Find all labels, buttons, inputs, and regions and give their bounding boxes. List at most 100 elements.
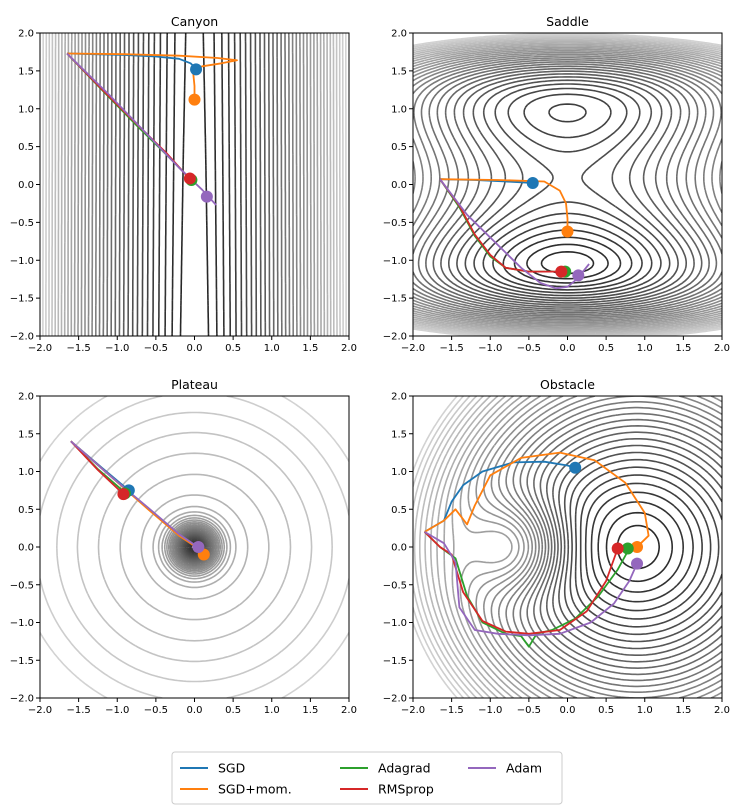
contour-line	[91, 33, 298, 336]
legend-item-sgd-mom-: SGD+mom.	[180, 782, 292, 797]
contour-line	[417, 65, 718, 312]
x-tick-label: 0.5	[598, 705, 614, 716]
contour-line	[413, 34, 722, 336]
x-tick-label: 2.0	[714, 705, 730, 716]
legend-frame	[171, 751, 563, 805]
contour-lines	[42, 33, 347, 336]
trajectories	[439, 176, 590, 290]
contour-line	[42, 33, 347, 336]
x-tick-label: −2.0	[28, 705, 52, 716]
legend-label: RMSprop	[378, 782, 434, 797]
y-tick-label: 1.0	[391, 104, 407, 115]
contour-line	[118, 33, 271, 336]
contour-line	[498, 396, 722, 698]
contour-line	[97, 452, 292, 642]
x-tick-label: −0.5	[144, 343, 168, 354]
contour-line	[605, 511, 673, 583]
contour-line	[413, 45, 722, 330]
x-tick-label: 0.0	[560, 705, 576, 716]
contour-line	[140, 494, 249, 600]
contour-line	[413, 43, 722, 331]
legend-item-adam: Adam	[468, 761, 542, 776]
contour-line	[473, 87, 662, 297]
contour-line	[67, 33, 322, 336]
x-tick-label: −1.0	[105, 343, 129, 354]
contour-line	[102, 33, 287, 336]
x-tick-label: 1.5	[302, 705, 318, 716]
contour-line	[54, 33, 335, 336]
x-tick-label: 0.5	[225, 343, 241, 354]
contour-line	[45, 33, 344, 336]
contour-line	[157, 511, 232, 583]
legend-label: SGD+mom.	[218, 782, 292, 797]
contour-line	[513, 236, 622, 284]
contour-line	[558, 444, 722, 650]
contour-line	[413, 396, 458, 698]
x-tick-label: 1.5	[302, 343, 318, 354]
panel-saddle: −2.0 −1.5 −1.0 −0.5 0.0 0.5 1.0 1.5 2.0 −2.0 −1.5 −…	[383, 14, 730, 354]
contour-line	[172, 525, 217, 569]
y-tick-label: −2.0	[10, 694, 34, 705]
y-tick-label: 0.5	[18, 142, 34, 153]
y-tick-label: 1.5	[18, 66, 34, 77]
contour-line	[519, 406, 722, 688]
contour-line	[413, 36, 722, 336]
contour-line	[413, 396, 464, 698]
legend: SGD SGD+mom. Adagrad RMSprop Adam	[171, 751, 563, 805]
x-tick-label: 1.5	[675, 705, 691, 716]
y-tick-label: −0.5	[10, 218, 34, 229]
x-tick-label: −0.5	[517, 705, 541, 716]
series-line-rmsprop	[423, 531, 619, 635]
y-tick-label: −1.0	[383, 256, 407, 267]
x-tick-label: 1.0	[264, 343, 280, 354]
x-tick-label: 2.0	[714, 343, 730, 354]
panel-plateau: −2.0 −1.5 −1.0 −0.5 0.0 0.5 1.0 1.5 2.0 −2.0 −1.5 −…	[10, 377, 357, 716]
y-tick-label: 2.0	[18, 29, 34, 40]
contour-line	[95, 33, 294, 336]
x-tick-label: −0.5	[517, 343, 541, 354]
contour-line	[80, 33, 309, 336]
contour-line	[167, 521, 222, 573]
x-tick-label: 0.5	[598, 343, 614, 354]
contour-line	[482, 93, 653, 294]
y-tick-label: 1.0	[18, 467, 34, 478]
contour-line	[57, 33, 332, 336]
y-tick-label: −1.0	[10, 618, 34, 629]
contour-line	[131, 33, 258, 336]
end-point-adam	[200, 190, 213, 203]
contour-line	[569, 458, 722, 636]
y-tick-label: −1.5	[10, 294, 34, 305]
contour-line	[119, 473, 270, 621]
contour-line	[413, 35, 722, 336]
legend-item-rmsprop: RMSprop	[340, 782, 434, 797]
y-tick-label: −2.0	[383, 694, 407, 705]
end-point-sgd-mom-	[561, 225, 574, 238]
x-tick-label: −2.0	[401, 705, 425, 716]
contour-line	[146, 33, 243, 336]
y-tick-label: −1.5	[10, 656, 34, 667]
contour-line	[579, 474, 712, 620]
contour-line	[63, 33, 326, 336]
x-tick-label: 1.0	[264, 705, 280, 716]
x-tick-label: −1.0	[105, 705, 129, 716]
y-tick-label: −2.0	[383, 332, 407, 343]
contour-line	[413, 48, 722, 327]
y-tick-label: −1.0	[383, 618, 407, 629]
contour-line	[590, 491, 694, 603]
end-point-adam	[192, 541, 205, 553]
end-point-adagrad	[621, 542, 634, 555]
contour-line	[505, 396, 722, 698]
contour-line	[174, 527, 215, 567]
contour-line	[413, 61, 722, 316]
contour-line	[413, 42, 722, 332]
contour-line	[84, 33, 305, 336]
end-point-rmsprop	[611, 542, 624, 555]
contour-line	[413, 57, 722, 319]
series-line-sgd-mom-	[439, 178, 569, 232]
contour-line	[425, 67, 710, 310]
series-line-sgd	[424, 460, 576, 533]
x-tick-label: −1.0	[478, 705, 502, 716]
contour-line	[122, 33, 267, 336]
contour-line	[539, 425, 722, 669]
y-tick-label: 0.0	[391, 543, 407, 554]
